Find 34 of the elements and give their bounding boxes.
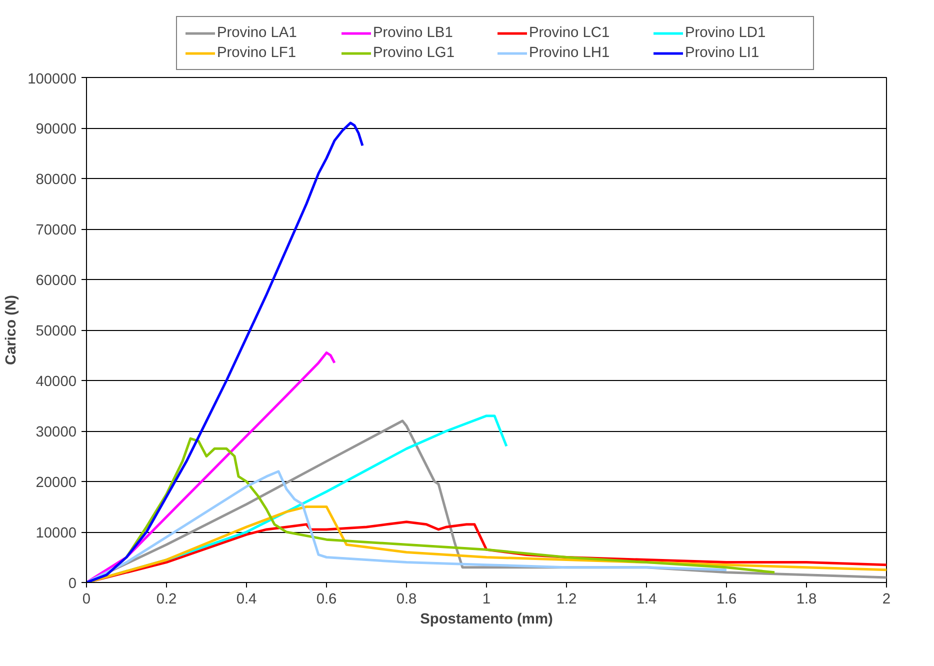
y-tick-label: 90000: [36, 122, 77, 138]
y-tick-label: 40000: [36, 374, 77, 390]
y-tick-label: 30000: [36, 424, 77, 440]
x-tick-label: 2: [882, 592, 891, 608]
x-tick-label: 0.8: [396, 592, 417, 608]
y-tick-label: 20000: [36, 475, 77, 491]
legend-label: Provino LD1: [685, 25, 767, 41]
x-tick-label: 1.4: [636, 592, 657, 608]
y-tick-label: 60000: [36, 273, 77, 289]
y-tick-label: 100000: [28, 72, 77, 88]
legend-label: Provino LG1: [373, 45, 456, 61]
y-axis-title: Carico (N): [4, 294, 20, 366]
x-tick-label: 0: [82, 592, 91, 608]
line-series: [86, 470, 728, 582]
x-tick-label: 0.2: [156, 592, 177, 608]
y-tick-label: 70000: [36, 222, 77, 238]
legend-label: Provino LH1: [529, 45, 611, 61]
x-axis-title: Spostamento (mm): [420, 612, 553, 628]
y-tick-label: 10000: [36, 526, 77, 542]
line-series: [86, 122, 364, 582]
y-tick-label: 0: [68, 576, 77, 592]
legend-label: Provino LB1: [373, 25, 454, 41]
x-tick-label: 0.4: [236, 592, 257, 608]
x-tick-label: 1.8: [796, 592, 817, 608]
x-tick-label: 1: [482, 592, 491, 608]
y-tick-label: 50000: [36, 324, 77, 340]
x-tick-label: 1.2: [556, 592, 577, 608]
legend-label: Provino LC1: [529, 25, 611, 41]
y-tick-label: 80000: [36, 172, 77, 188]
legend-label: Provino LF1: [217, 45, 298, 61]
legend-label: Provino LI1: [685, 45, 760, 61]
x-tick-label: 0.6: [316, 592, 337, 608]
x-tick-label: 1.6: [716, 592, 737, 608]
legend-label: Provino LA1: [217, 25, 298, 41]
